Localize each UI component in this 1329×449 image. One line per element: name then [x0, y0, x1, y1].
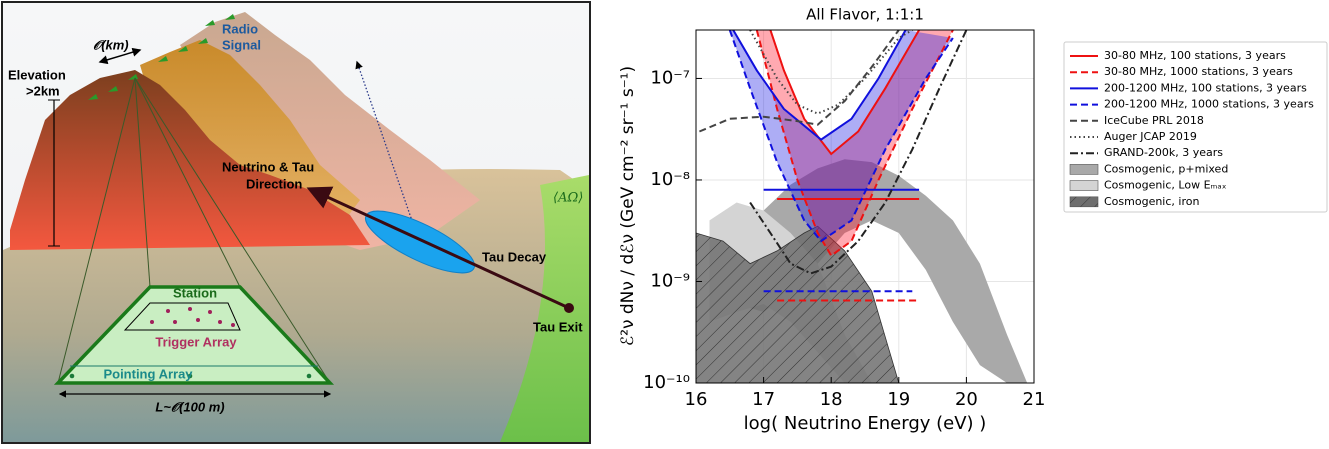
y-tick-label: 10⁻⁹: [650, 270, 690, 291]
x-tick-label: 20: [955, 389, 978, 410]
plot-frame: [695, 29, 1035, 384]
x-tick-label: 18: [820, 389, 843, 410]
legend-box: [1063, 41, 1328, 213]
elevation-label: >2km: [26, 83, 60, 98]
x-tick-label: 17: [752, 389, 775, 410]
pointing-label: Pointing Array: [103, 366, 193, 381]
x-tick-label: 19: [887, 389, 910, 410]
cosmogenic-hatch: [696, 225, 900, 383]
acceptance-label: ⟨AΩ⟩: [553, 191, 583, 206]
legend-label: Cosmogenic, iron: [1104, 195, 1199, 208]
legend-label: 200-1200 MHz, 100 stations, 3 years: [1104, 81, 1307, 94]
legend: 30-80 MHz, 100 stations, 3 years 30-80 MH…: [1069, 49, 1314, 208]
diagram: 𝒪(km) Radio Signal Elevation >2km Neutri…: [1, 1, 591, 444]
tau-decay-label: Tau Decay: [482, 249, 547, 264]
grass: [500, 175, 589, 442]
radio-path: [355, 60, 419, 239]
sensitivity-band: [729, 30, 953, 242]
series-line: [749, 30, 913, 115]
legend-swatch: [1069, 180, 1099, 191]
pointing-stations: [69, 373, 312, 379]
x-axis-label: log( Neutrino Energy (eV) ): [744, 413, 987, 434]
tau-track: [306, 186, 570, 310]
legend-label: IceCube PRL 2018: [1104, 114, 1204, 127]
projection-lines: [57, 77, 331, 384]
y-tick-label: 10⁻⁸: [650, 169, 690, 190]
direction-label: Direction: [246, 176, 302, 191]
legend-label: GRAND-200k, 3 years: [1104, 146, 1223, 159]
x-tick-label: 16: [685, 389, 708, 410]
radio-label: Radio: [222, 21, 258, 36]
chart-title: All Flavor, 1:1:1: [806, 6, 924, 24]
legend-label: Cosmogenic, Low Eₘₐₓ: [1104, 179, 1227, 192]
mountain-back: [180, 12, 480, 250]
legend-hatch: [1070, 196, 1098, 207]
radio-label: Signal: [222, 37, 261, 52]
series-line: [749, 30, 968, 275]
series-line: [728, 30, 954, 243]
station-label: Station: [173, 285, 217, 300]
axes: 16 17 18 19 20 21 10⁻¹⁰ 10⁻⁹ 10⁻⁸ 10⁻⁷: [643, 67, 1045, 410]
plot: [696, 30, 1028, 383]
trigger-label: Trigger Array: [155, 334, 237, 349]
series-line: [732, 30, 907, 141]
mountain-front: [10, 70, 370, 250]
cosmogenic-region: [709, 159, 1028, 383]
series-line: [769, 30, 920, 156]
stations: [150, 307, 235, 327]
tau-exit-label: Tau Exit: [533, 319, 583, 334]
length-label: L~𝒪(100 m): [155, 399, 224, 414]
legend-label: 200-1200 MHz, 1000 stations, 3 years: [1104, 98, 1314, 111]
y-tick-label: 10⁻⁷: [650, 67, 690, 88]
legend-label: Auger JCAP 2019: [1104, 130, 1197, 143]
legend-label: 30-80 MHz, 1000 stations, 3 years: [1104, 65, 1293, 78]
tau-exit-point: [564, 303, 574, 313]
legend-swatch: [1069, 164, 1099, 175]
chart: All Flavor, 1:1:1 log( Neutrino Energy (…: [618, 6, 1328, 434]
direction-label: Neutrino & Tau: [222, 159, 314, 174]
series-line: [699, 30, 900, 133]
scale-label: 𝒪(km): [93, 37, 129, 52]
y-axis-label: ℰ²ν dNν / dℰν (GeV cm⁻² sr⁻¹ s⁻¹): [618, 66, 638, 346]
legend-label: 30-80 MHz, 100 stations, 3 years: [1104, 49, 1286, 62]
array-area: [53, 285, 335, 385]
legend-label: Cosmogenic, p+mixed: [1104, 162, 1228, 175]
x-tick-label: 21: [1023, 389, 1046, 410]
elevation-label: Elevation: [8, 67, 66, 82]
scale-arrow: [98, 47, 142, 65]
trigger-area: [123, 302, 241, 331]
y-tick-label: 10⁻¹⁰: [643, 372, 690, 393]
